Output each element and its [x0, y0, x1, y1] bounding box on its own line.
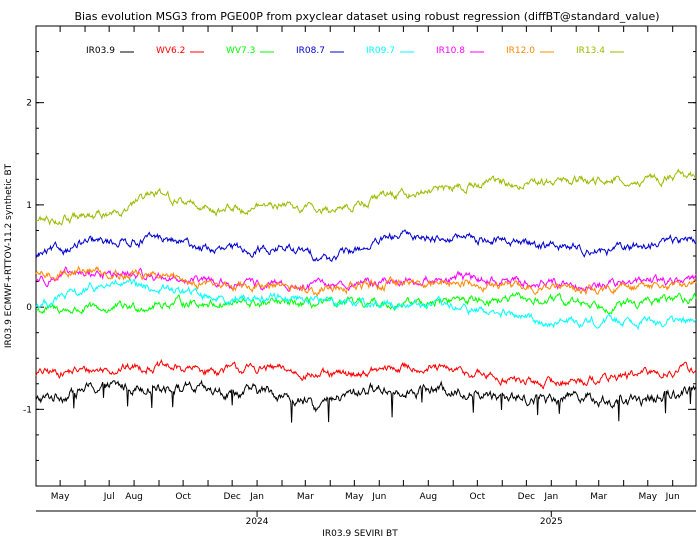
x-tick-label: Aug [125, 492, 143, 502]
series-line-wv73 [35, 291, 697, 315]
x-tick-label: Mar [590, 492, 607, 502]
x-axis: May Jul Aug Oct Dec Jan Mar May Jun Aug Oct Dec Jan M… [35, 26, 696, 527]
y-tick-label: 0 [26, 303, 32, 313]
y-tick-label: 2 [26, 99, 32, 109]
x-tick-label: May [345, 492, 364, 502]
year-tick-label: 2025 [540, 517, 563, 527]
x-tick-label: Oct [175, 492, 191, 502]
series-lines [35, 168, 697, 423]
y-axis-label: IR03.9 ECMWF+RTTOV-11.2 synthetic BT [4, 163, 14, 348]
year-tick-label: 2024 [246, 517, 269, 527]
y-tick-label: 1 [26, 201, 32, 211]
y-tick-label: -1 [23, 405, 32, 415]
x-tick-label: Mar [297, 492, 314, 502]
x-axis-label: IR03.9 SEVIRI BT [322, 529, 398, 539]
legend-label: IR13.4 [576, 46, 605, 56]
legend-label: IR03.9 [86, 46, 115, 56]
legend-label: IR09.7 [366, 46, 395, 56]
x-tick-label: Jun [371, 492, 386, 502]
legend-label: WV7.3 [226, 46, 255, 56]
x-tick-label: Aug [420, 492, 438, 502]
chart-title: Bias evolution MSG3 from PGE00P from pxy… [74, 10, 659, 23]
legend: IR03.9 WV6.2 WV7.3 IR08.7 IR09.7 IR10.8 IR12.0… [86, 46, 624, 56]
series-line-wv62 [35, 358, 697, 390]
legend-label: WV6.2 [156, 46, 185, 56]
plot-frame [35, 25, 697, 487]
legend-label: IR10.8 [436, 46, 465, 56]
x-tick-label: Jun [665, 492, 680, 502]
series-line-ir097 [35, 277, 697, 331]
x-tick-label: May [638, 492, 657, 502]
series-line-ir087 [35, 229, 697, 263]
legend-label: IR12.0 [506, 46, 535, 56]
series-line-ir134 [35, 168, 697, 226]
x-tick-label: Dec [223, 492, 240, 502]
x-tick-label: Jan [249, 492, 264, 502]
y-axis: -1 0 1 2 [23, 25, 696, 487]
legend-label: IR08.7 [296, 46, 325, 56]
x-tick-label: Jan [543, 492, 558, 502]
x-tick-label: Oct [470, 492, 486, 502]
x-tick-label: Dec [518, 492, 535, 502]
series-line-ir108 [35, 266, 697, 293]
series-line-ir120 [35, 265, 697, 297]
x-tick-label: Jul [103, 492, 115, 502]
x-tick-label: May [51, 492, 70, 502]
series-line-ir039 [35, 379, 697, 423]
